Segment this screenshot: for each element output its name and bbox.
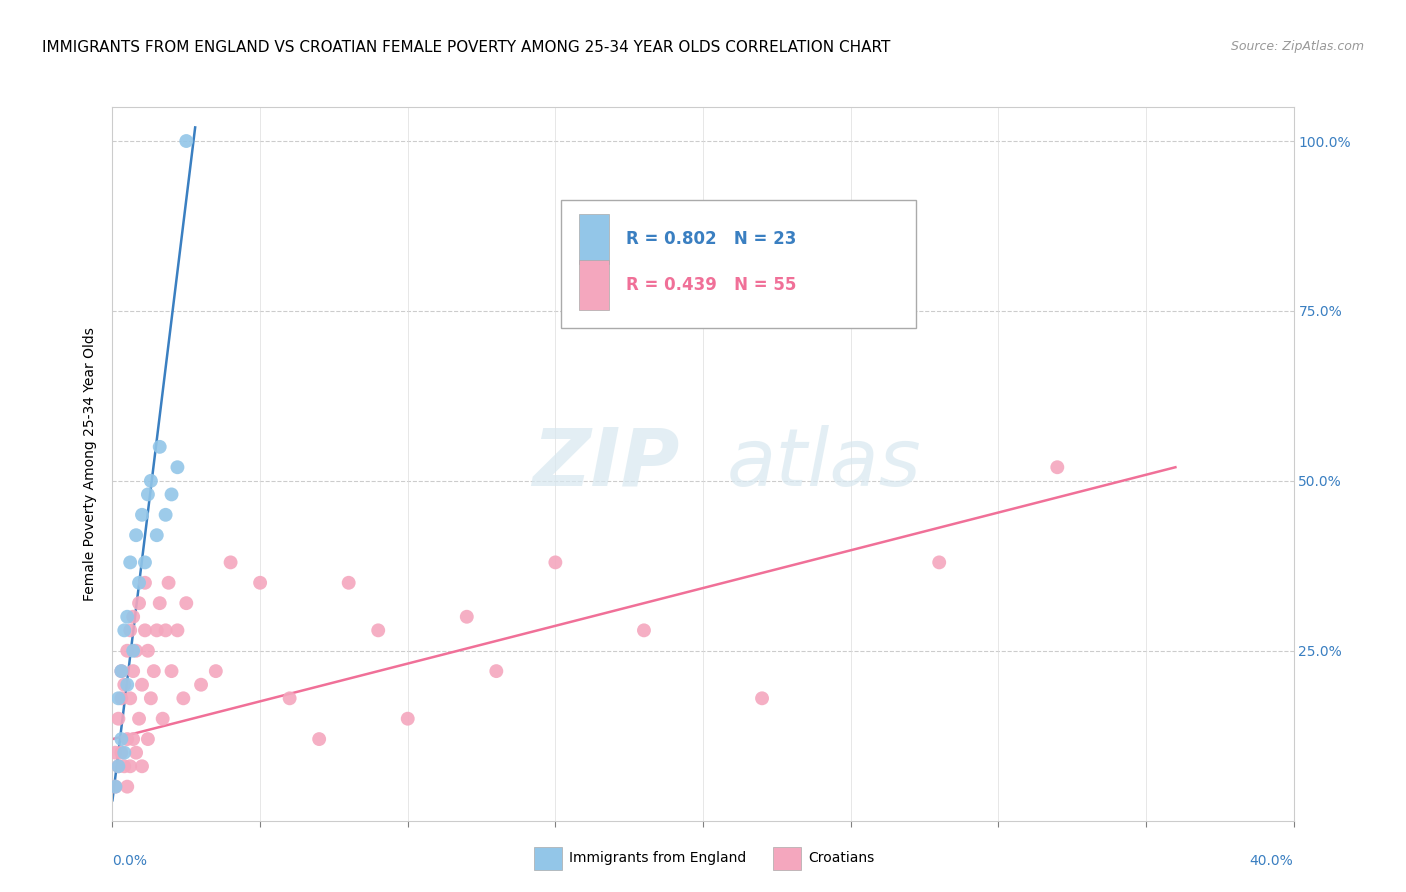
Point — [928, 555, 950, 569]
Point — [278, 691, 301, 706]
Point — [117, 732, 138, 747]
Point — [110, 664, 132, 678]
Point — [125, 528, 148, 542]
Point — [205, 664, 228, 678]
Point — [142, 664, 165, 678]
Point — [456, 609, 478, 624]
Point — [155, 624, 177, 638]
Text: Immigrants from England: Immigrants from England — [569, 851, 747, 865]
Point — [131, 759, 153, 773]
Point — [190, 678, 212, 692]
Point — [134, 575, 156, 590]
Point — [120, 555, 142, 569]
Point — [110, 732, 132, 747]
Text: R = 0.439   N = 55: R = 0.439 N = 55 — [626, 277, 797, 294]
Text: IMMIGRANTS FROM ENGLAND VS CROATIAN FEMALE POVERTY AMONG 25-34 YEAR OLDS CORRELA: IMMIGRANTS FROM ENGLAND VS CROATIAN FEMA… — [42, 40, 890, 55]
Point — [104, 780, 127, 794]
Point — [110, 746, 132, 760]
Point — [136, 487, 159, 501]
Point — [107, 691, 129, 706]
Point — [367, 624, 389, 638]
Point — [107, 759, 129, 773]
Point — [112, 678, 135, 692]
Point — [117, 780, 138, 794]
Point — [117, 609, 138, 624]
Point — [174, 596, 197, 610]
FancyBboxPatch shape — [561, 200, 915, 328]
Point — [117, 678, 138, 692]
Point — [131, 508, 153, 522]
Point — [219, 555, 242, 569]
Text: R = 0.802   N = 23: R = 0.802 N = 23 — [626, 230, 797, 248]
Point — [172, 691, 194, 706]
Point — [122, 732, 145, 747]
Point — [249, 575, 271, 590]
Point — [128, 596, 150, 610]
Point — [120, 624, 142, 638]
Text: 40.0%: 40.0% — [1250, 855, 1294, 868]
Point — [396, 712, 419, 726]
Point — [134, 624, 156, 638]
Point — [122, 664, 145, 678]
Point — [751, 691, 773, 706]
Text: atlas: atlas — [727, 425, 921, 503]
Point — [117, 644, 138, 658]
Point — [149, 440, 172, 454]
Point — [107, 759, 129, 773]
Point — [149, 596, 172, 610]
FancyBboxPatch shape — [579, 260, 609, 310]
Point — [125, 746, 148, 760]
Point — [134, 555, 156, 569]
Point — [160, 664, 183, 678]
Point — [308, 732, 330, 747]
Point — [131, 678, 153, 692]
Text: ZIP: ZIP — [531, 425, 679, 503]
Point — [104, 746, 127, 760]
Point — [122, 644, 145, 658]
Point — [139, 474, 162, 488]
Point — [128, 712, 150, 726]
Point — [139, 691, 162, 706]
Point — [155, 508, 177, 522]
Point — [125, 644, 148, 658]
Point — [136, 732, 159, 747]
Point — [128, 575, 150, 590]
Point — [485, 664, 508, 678]
Point — [337, 575, 360, 590]
Point — [146, 624, 169, 638]
Point — [157, 575, 180, 590]
Text: 0.0%: 0.0% — [112, 855, 148, 868]
Point — [1046, 460, 1069, 475]
Point — [544, 555, 567, 569]
Point — [120, 759, 142, 773]
Point — [120, 691, 142, 706]
Point — [166, 624, 188, 638]
Point — [136, 644, 159, 658]
Point — [110, 691, 132, 706]
Point — [107, 712, 129, 726]
Point — [160, 487, 183, 501]
Point — [166, 460, 188, 475]
Point — [112, 746, 135, 760]
Text: Croatians: Croatians — [808, 851, 875, 865]
FancyBboxPatch shape — [579, 214, 609, 264]
Point — [174, 134, 197, 148]
Point — [104, 780, 127, 794]
Point — [146, 528, 169, 542]
Point — [110, 664, 132, 678]
Text: Source: ZipAtlas.com: Source: ZipAtlas.com — [1230, 40, 1364, 54]
Y-axis label: Female Poverty Among 25-34 Year Olds: Female Poverty Among 25-34 Year Olds — [83, 326, 97, 601]
Point — [112, 624, 135, 638]
Point — [633, 624, 655, 638]
Point — [112, 759, 135, 773]
Point — [152, 712, 174, 726]
Point — [122, 609, 145, 624]
